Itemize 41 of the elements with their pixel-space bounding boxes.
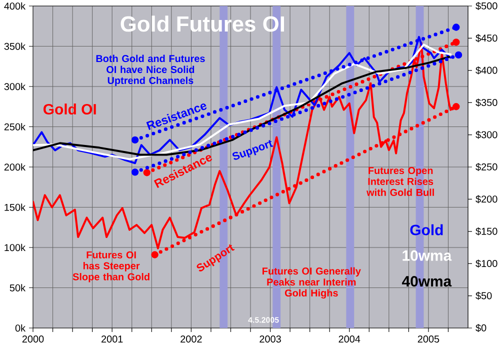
x-tick-label: 2001 [102,336,123,343]
point [452,24,460,31]
y2-tick-label: $50 [476,292,492,300]
y-tick-label: 200k [4,163,26,171]
point [131,136,139,144]
annotation: Both Gold and Futures OI have Nice Solid Uptrend Channels [96,54,205,86]
y2-tick-label: $300 [476,130,498,139]
annotation: Futures OI Generally Peaks near Interim Gold Highs [262,267,361,299]
x-tick-label: 2005 [418,336,440,343]
y-tick-label: 0k [15,324,26,332]
text: Gold OI [44,104,96,115]
y-tick-label: 100k [4,244,26,252]
y2-tick-label: $0 [476,324,486,332]
x-tick-label: 2002 [180,336,202,343]
point [452,38,460,46]
point [143,169,150,176]
y-tick-label: 400k [4,2,26,10]
y-tick-label: 350k [4,42,26,50]
y-tick-label: 50k [10,284,26,292]
point [452,103,460,110]
y2-tick-label: $400 [476,66,498,74]
x-tick-label: 2003 [260,336,281,343]
y-tick-label: 250k [4,123,26,130]
x-tick-label: 2000 [22,336,44,343]
y-tick-label: 150k [4,204,26,211]
text: 40wma [402,276,452,287]
y2-tick-label: $250 [476,162,498,172]
y-tick-label: 300k [4,82,26,90]
y2-tick-label: $200 [476,195,498,204]
y2-tick-label: $100 [476,260,498,268]
annotation: Futures Open Interest Rises with Gold Bull [366,167,434,196]
x-tick-label: 2004 [338,336,360,343]
y2-tick-label: $450 [476,34,498,42]
annotation: Futures OI has Steeper Slope than Gold [72,251,150,282]
point [151,251,158,258]
y2-tick-label: $500 [476,2,498,10]
text: Gold [410,224,443,236]
y2-tick-label: $350 [476,98,498,107]
y2-tick-label: $150 [476,227,498,236]
point [131,168,139,176]
point [454,51,462,59]
